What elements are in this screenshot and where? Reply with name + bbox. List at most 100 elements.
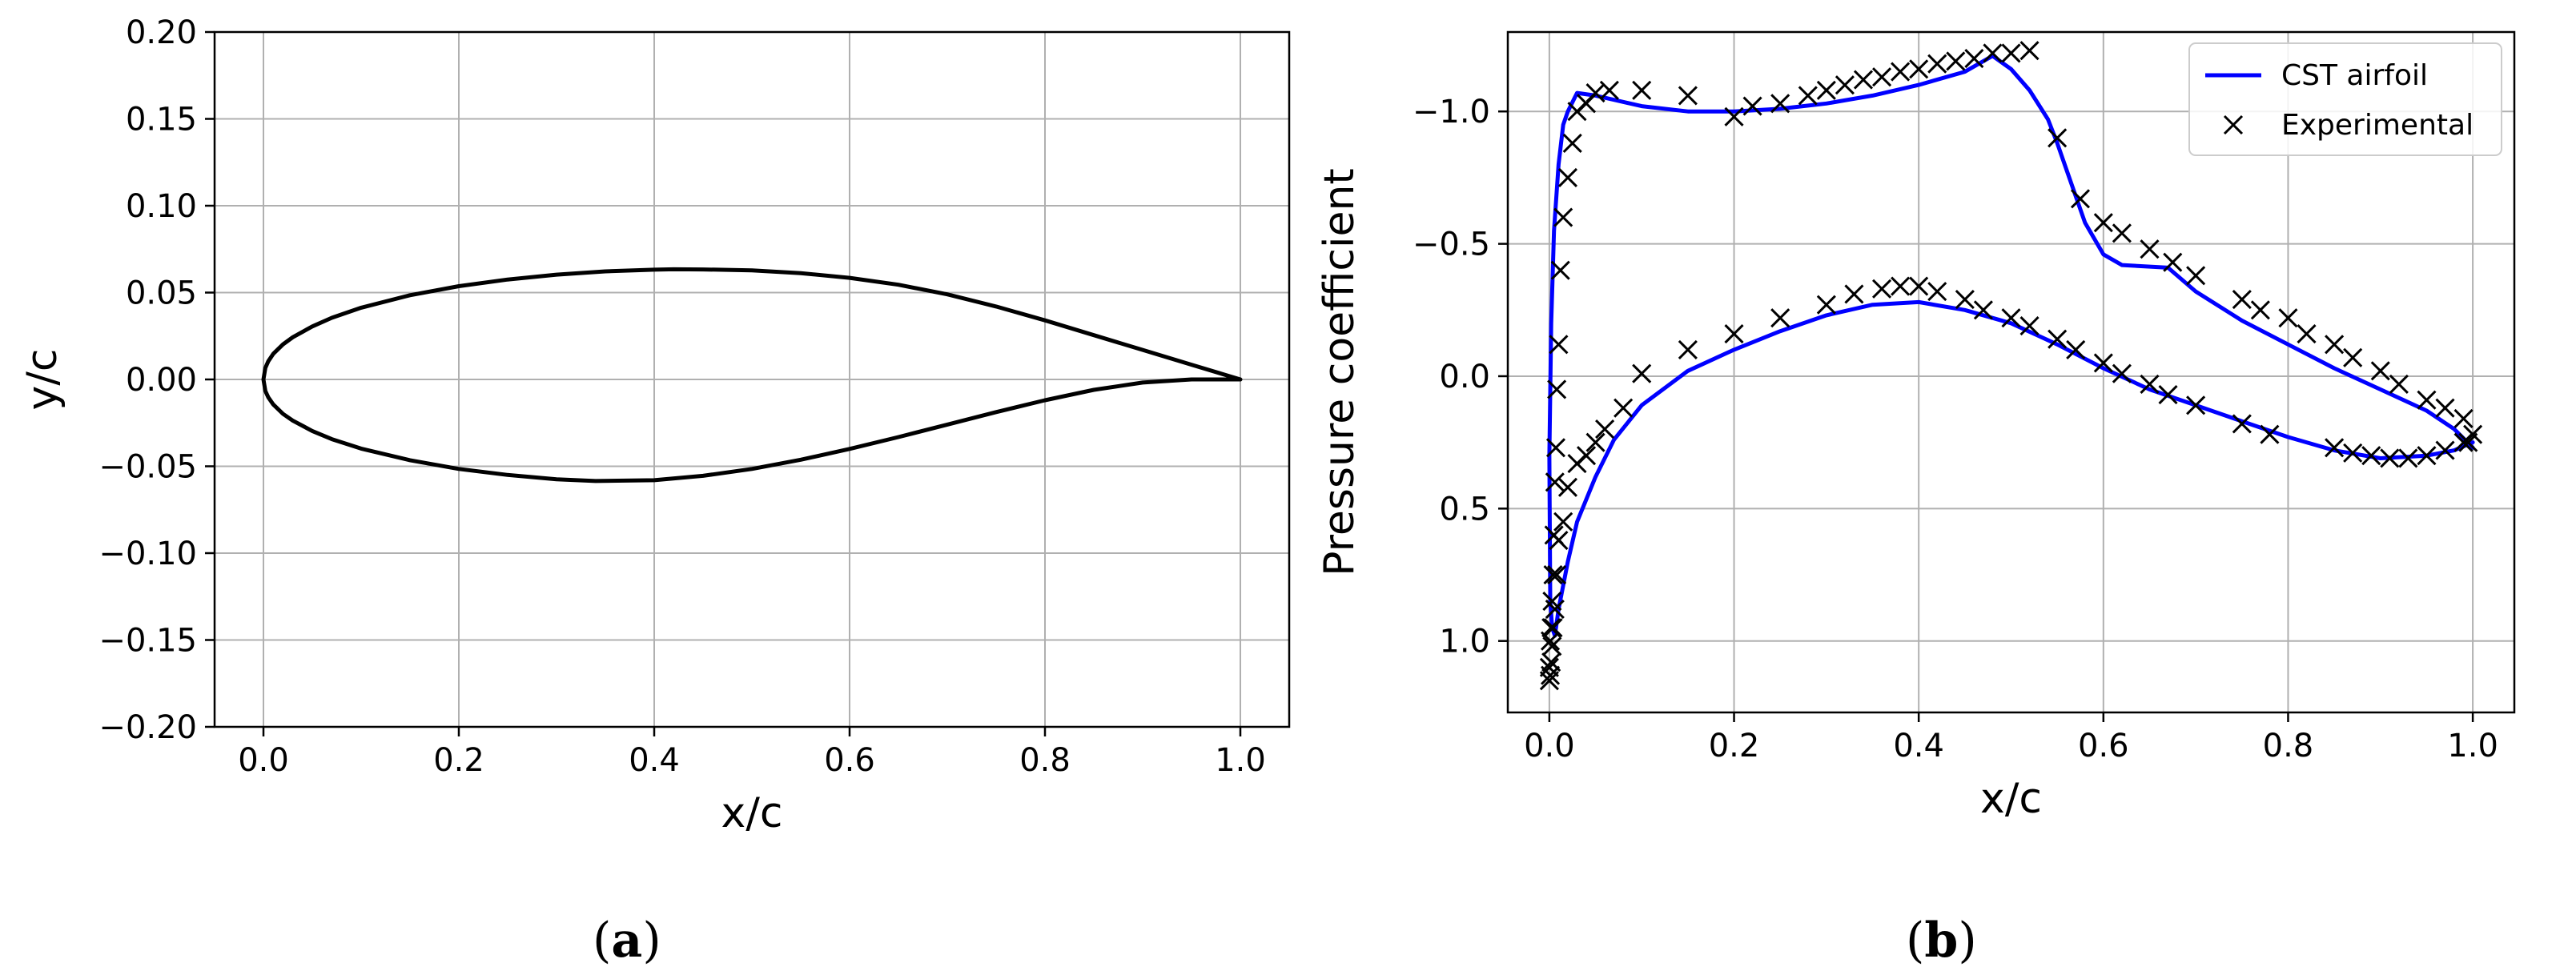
airfoil-profile-line <box>261 267 1243 483</box>
y-tick-label: 0.00 <box>126 362 197 399</box>
legend-label: Experimental <box>2281 109 2474 142</box>
experimental-point <box>1614 398 1634 418</box>
experimental-point <box>1853 70 1874 90</box>
experimental-point <box>2093 353 2113 373</box>
experimental-point <box>1724 323 1744 344</box>
experimental-point <box>2112 223 2132 243</box>
experimental-point <box>2048 128 2068 148</box>
experimental-point <box>2112 363 2132 383</box>
legend: CST airfoil Experimental <box>2188 42 2502 156</box>
experimental-point <box>2417 446 2437 466</box>
experimental-point <box>1927 282 1947 302</box>
panel-b-chart: 0.0 0.2 0.4 0.6 0.8 1.0 −1.0 −0.5 0.0 0.5 1.0 x/c Pr… <box>1316 30 2516 823</box>
experimental-point <box>2463 424 2483 444</box>
y-tick-label: −0.20 <box>98 709 197 746</box>
experimental-point <box>2001 308 2021 328</box>
experimental-point <box>1955 289 1975 310</box>
x-tick-label: 0.6 <box>2078 728 2129 764</box>
y-tick-label: 0.10 <box>126 188 197 225</box>
experimental-point <box>2001 43 2021 63</box>
x-axis-label: x/c <box>721 789 783 837</box>
experimental-point <box>1891 276 1911 296</box>
x-tick-label: 0.8 <box>2263 728 2314 764</box>
x-tick-label: 0.4 <box>629 742 680 779</box>
experimental-point <box>2417 390 2437 410</box>
experimental-point <box>2250 300 2270 320</box>
experimental-point <box>1835 75 1855 95</box>
x-tick-label: 0.6 <box>824 742 875 779</box>
y-tick-label: −0.05 <box>98 449 197 486</box>
legend-marker-experimental <box>2223 114 2244 135</box>
experimental-point <box>1557 167 1578 187</box>
y-tick-label: 0.05 <box>126 275 197 312</box>
y-tick-label: 0.0 <box>1439 359 1490 395</box>
x-tick-label: 0.2 <box>1709 728 1760 764</box>
experimental-point <box>2343 443 2363 463</box>
experimental-point <box>1557 477 1578 497</box>
y-tick-label: 0.15 <box>126 102 197 138</box>
y-tick-label: 0.5 <box>1439 491 1490 528</box>
experimental-point <box>1946 51 1966 71</box>
x-tick-label: 0.8 <box>1019 742 1071 779</box>
experimental-point <box>2260 424 2280 444</box>
x-tick-label: 0.4 <box>1893 728 1944 764</box>
experimental-point <box>1547 379 1567 399</box>
y-axis-label: y/c <box>18 349 66 411</box>
experimental-point <box>1632 80 1652 100</box>
experimental-point <box>2019 316 2040 336</box>
experimental-point <box>2278 308 2298 328</box>
experimental-point <box>2370 361 2390 381</box>
experimental-point <box>1539 671 1559 691</box>
panel-a-letter: a <box>611 913 643 969</box>
experimental-point <box>1973 300 1993 320</box>
experimental-point <box>1595 419 1615 439</box>
y-tick-label: 1.0 <box>1439 624 1490 660</box>
experimental-point <box>1599 80 1619 100</box>
experimental-point <box>2093 213 2113 233</box>
experimental-point <box>1770 308 1790 328</box>
experimental-point <box>2186 266 2206 286</box>
legend-box <box>2188 42 2502 156</box>
experimental-point <box>1816 295 1836 315</box>
experimental-point <box>1545 438 1566 458</box>
experimental-point <box>1541 618 1561 638</box>
y-tick-label: 0.20 <box>126 14 197 51</box>
experimental-point <box>1553 207 1573 227</box>
x-tick-label: 0.0 <box>1524 728 1575 764</box>
experimental-point <box>1542 636 1562 656</box>
experimental-point <box>1678 339 1698 359</box>
experimental-point <box>1983 43 2003 63</box>
experimental-point <box>1545 472 1565 492</box>
axes-frame <box>1506 30 2516 714</box>
y-axis-label: Pressure coefficient <box>1316 168 1364 576</box>
experimental-point <box>1871 279 1892 299</box>
y-tick-label: −0.15 <box>98 623 197 660</box>
experimental-point <box>2019 41 2040 61</box>
experimental-point <box>2186 395 2206 415</box>
experimental-point <box>1562 133 1582 153</box>
x-axis-label: x/c <box>1980 775 2042 823</box>
line-series-cst-airfoil <box>1547 54 2475 638</box>
experimental-point <box>2435 440 2455 460</box>
experimental-point <box>2048 329 2068 349</box>
experimental-point <box>1909 59 1929 79</box>
experimental-point <box>2325 335 2345 355</box>
experimental-point <box>2232 289 2252 310</box>
scatter-series-experimental <box>1539 41 2483 691</box>
experimental-point <box>1927 54 1947 74</box>
experimental-point <box>2380 448 2400 468</box>
experimental-point <box>2232 414 2252 434</box>
experimental-point <box>1549 335 1569 355</box>
y-tick-label: −0.10 <box>98 536 197 572</box>
experimental-point <box>1844 284 1864 304</box>
experimental-point <box>2343 347 2363 367</box>
experimental-point <box>2398 448 2418 468</box>
experimental-point <box>1547 564 1567 585</box>
experimental-point <box>1798 86 1818 106</box>
experimental-point <box>2389 374 2409 394</box>
experimental-point <box>2158 385 2178 405</box>
experimental-point <box>1632 363 1652 383</box>
experimental-point <box>1816 80 1836 100</box>
experimental-point <box>1871 67 1892 87</box>
